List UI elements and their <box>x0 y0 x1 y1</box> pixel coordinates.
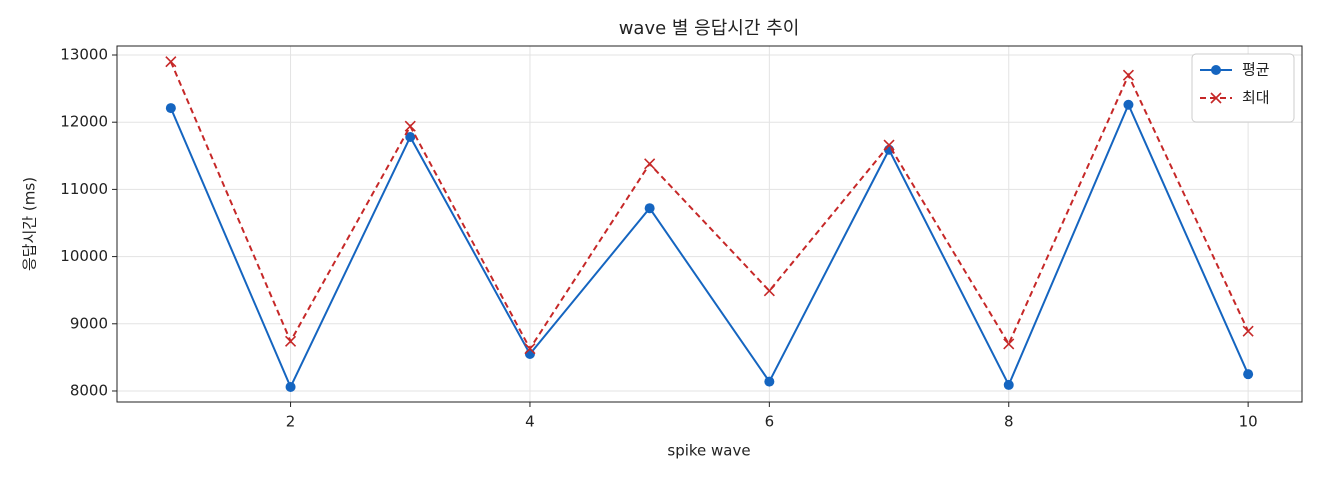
x-tick-label: 6 <box>765 413 775 431</box>
series-line <box>169 102 1250 390</box>
y-tick-label: 8000 <box>70 381 108 399</box>
marker <box>405 131 416 142</box>
plot-frame <box>116 45 1303 403</box>
y-tick-label: 9000 <box>70 314 108 332</box>
legend-label: 최대 <box>1242 89 1270 107</box>
y-tick-label: 11000 <box>60 180 108 198</box>
marker <box>284 335 297 347</box>
legend-label: 평균 <box>1242 61 1270 79</box>
marker <box>1003 379 1014 390</box>
marker <box>524 343 536 355</box>
marker <box>404 120 416 132</box>
marker <box>285 381 296 392</box>
marker <box>1243 369 1254 380</box>
x-tick-label: 2 <box>286 413 296 431</box>
marker <box>1003 338 1015 350</box>
marker <box>764 376 775 387</box>
legend-marker <box>1210 92 1222 104</box>
marker <box>883 139 895 151</box>
marker <box>763 285 775 297</box>
legend-marker <box>1211 65 1221 75</box>
series-line <box>169 61 1250 351</box>
x-tick-label: 10 <box>1239 413 1258 431</box>
y-tick-label: 13000 <box>60 46 108 64</box>
y-tick-label: 10000 <box>60 247 108 265</box>
y-axis-label: 응답시간 (ms) <box>21 177 39 271</box>
marker <box>165 56 177 68</box>
y-tick-label: 12000 <box>60 113 108 131</box>
chart-title: wave 별 응답시간 추이 <box>619 18 800 39</box>
marker <box>1122 69 1135 81</box>
x-axis-label: spike wave <box>667 442 750 460</box>
marker <box>644 158 656 170</box>
x-tick-label: 4 <box>525 413 535 431</box>
marker <box>524 349 535 360</box>
marker <box>165 103 176 114</box>
marker <box>644 203 655 214</box>
marker <box>1242 325 1254 337</box>
marker <box>1123 99 1134 110</box>
x-tick-label: 8 <box>1004 413 1014 431</box>
